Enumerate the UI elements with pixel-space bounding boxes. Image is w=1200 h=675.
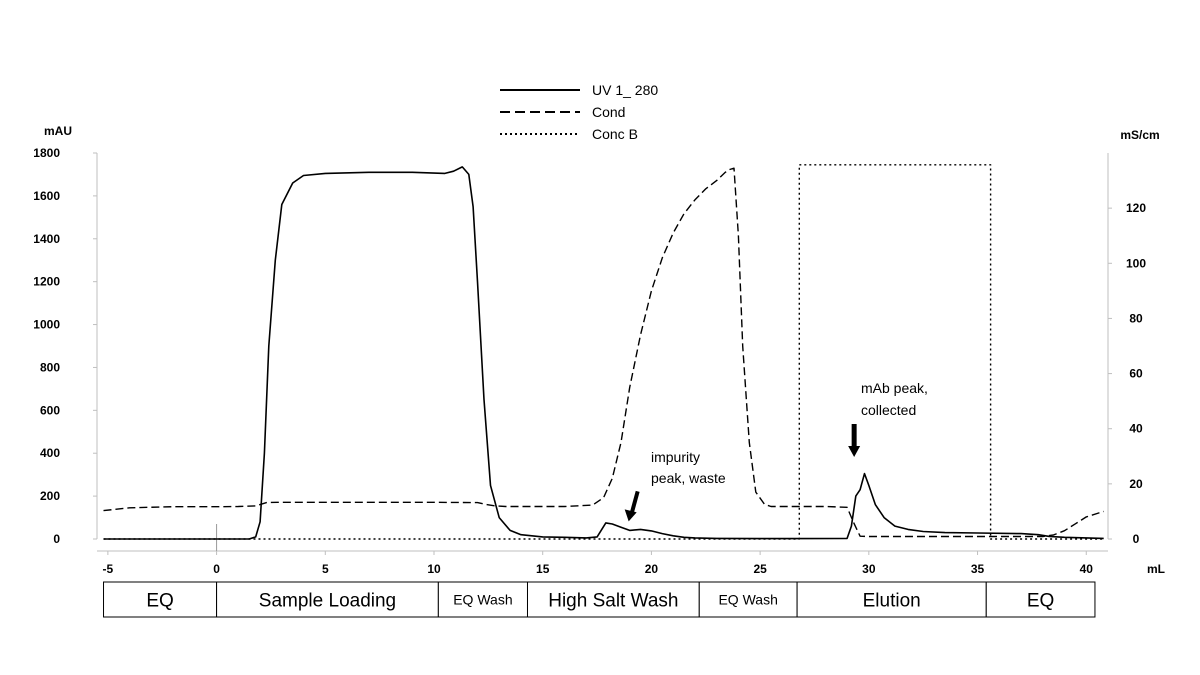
left-tick-label: 600 (40, 403, 60, 417)
annotation-impurity-arrowhead (624, 509, 637, 522)
left-tick-label: 1200 (33, 275, 60, 289)
phase-box (437, 581, 528, 618)
phase-label: EQ (146, 591, 173, 612)
phase-box (796, 581, 987, 618)
annotation-impurity-text: impurity (651, 449, 700, 465)
left-tick-label: 1400 (33, 232, 60, 246)
series-lines (103, 164, 1104, 540)
right-tick-label: 20 (1129, 477, 1143, 491)
phase-label: High Salt Wash (548, 591, 678, 612)
annotation-mab-text: mAb peak, (861, 380, 928, 396)
x-tick-label: -5 (103, 562, 114, 576)
phase-box (526, 581, 700, 618)
right-tick-label: 80 (1129, 311, 1143, 325)
left-tick-label: 200 (40, 489, 60, 503)
left-tick-label: 400 (40, 446, 60, 460)
legend-label: Conc B (592, 126, 638, 142)
phase-label: EQ (1027, 591, 1054, 612)
phase-box (698, 581, 798, 618)
x-tick-label: 15 (536, 562, 550, 576)
right-tick-label: 100 (1126, 256, 1146, 270)
right-tick-label: 40 (1129, 422, 1143, 436)
x-tick-label: 40 (1080, 562, 1094, 576)
annotations: impurity peak, waste mAb peak, collected (624, 380, 928, 522)
series-conc-b-line (103, 164, 1104, 540)
legend-label: UV 1_ 280 (592, 82, 658, 98)
phase-bar: EQ Sample Loading EQ Wash High Salt Wash EQ … (103, 581, 1096, 618)
phase-label: EQ Wash (718, 592, 777, 608)
x-tick-label: 25 (753, 562, 767, 576)
phase-label: EQ Wash (453, 592, 512, 608)
phase-label: Elution (863, 591, 921, 612)
phase-label: Sample Loading (259, 591, 396, 612)
phase-box (985, 581, 1096, 618)
x-tick-label: 30 (862, 562, 876, 576)
series-uv-1-280-line (103, 166, 1104, 540)
phase-box (216, 581, 439, 618)
annotation-impurity-arrow (629, 490, 640, 514)
left-tick-label: 0 (53, 532, 60, 546)
right-tick-label: 60 (1129, 367, 1143, 381)
right-tick-label: 0 (1133, 532, 1140, 546)
y-left-unit-label: mAU (44, 124, 72, 138)
x-unit-label: mL (1147, 562, 1165, 576)
y-right-unit-label: mS/cm (1120, 128, 1159, 142)
series-cond-line (103, 167, 1104, 538)
left-tick-label: 800 (40, 360, 60, 374)
tick-labels: 0200400600800100012001400160018000204060… (33, 124, 1165, 576)
left-tick-label: 1600 (33, 189, 60, 203)
x-tick-label: 0 (213, 562, 220, 576)
x-tick-label: 20 (645, 562, 659, 576)
annotation-mab-arrowhead (848, 446, 861, 457)
legend: UV 1_ 280 Cond Conc B (500, 82, 658, 142)
x-tick-label: 10 (427, 562, 441, 576)
axes (93, 152, 1112, 555)
x-tick-label: 5 (322, 562, 329, 576)
annotation-mab-text: collected (861, 402, 916, 418)
right-tick-label: 120 (1126, 201, 1146, 215)
annotation-impurity-text: peak, waste (651, 470, 726, 486)
left-tick-label: 1000 (33, 318, 60, 332)
legend-label: Cond (592, 104, 625, 120)
left-tick-label: 1800 (33, 146, 60, 160)
x-tick-label: 35 (971, 562, 985, 576)
